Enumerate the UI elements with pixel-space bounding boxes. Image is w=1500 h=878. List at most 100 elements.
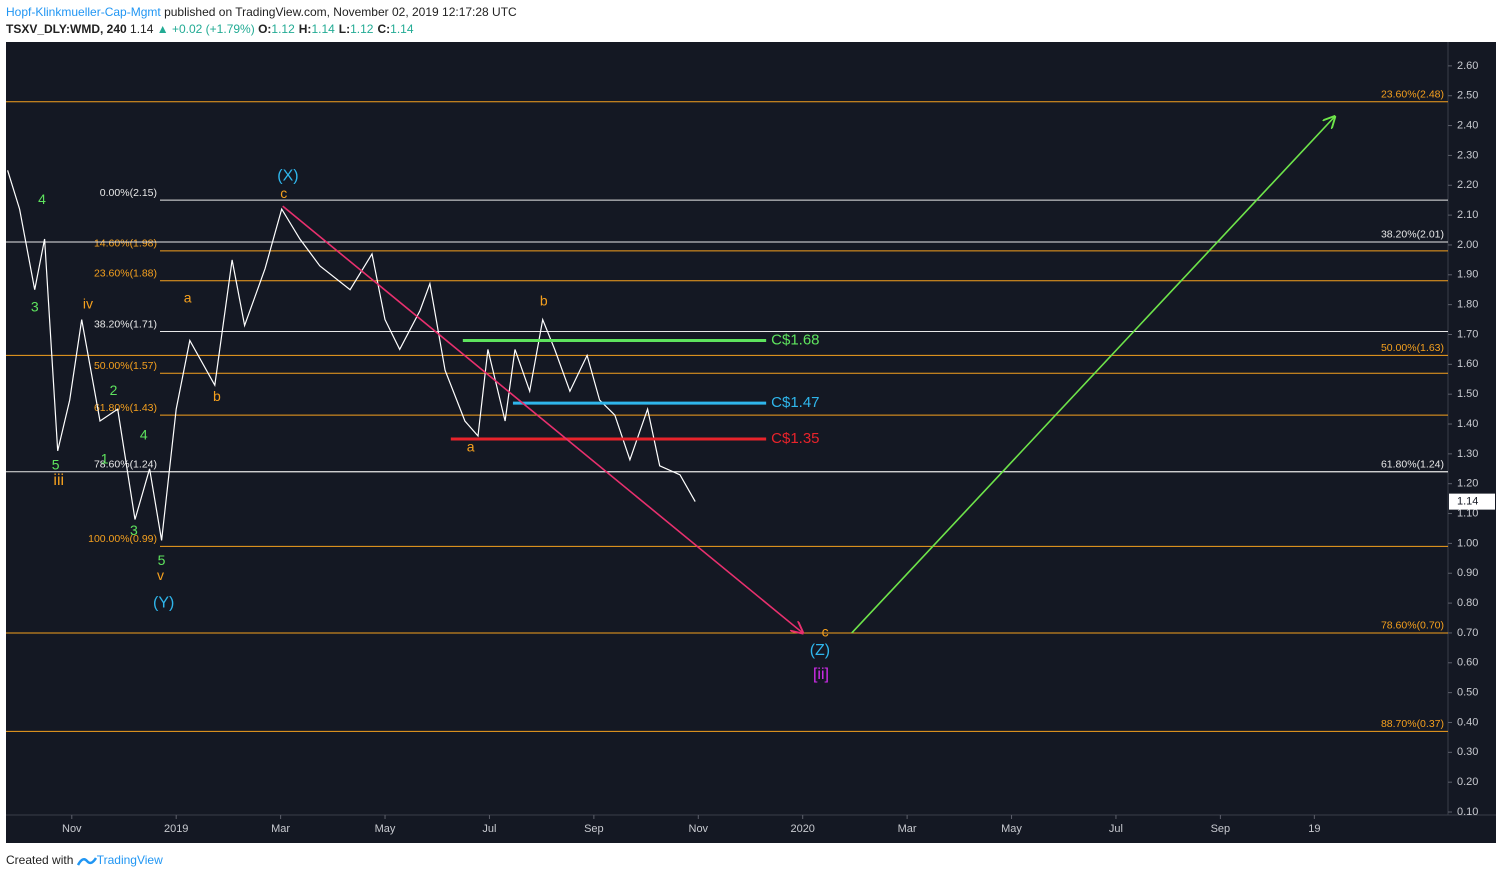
fib-label: 38.20%(2.01) [1381,229,1444,241]
brand[interactable]: TradingView [96,853,163,867]
wave-label: (X) [277,168,298,185]
price-level-label: C$1.35 [771,430,819,447]
y-tick-label: 1.10 [1457,507,1478,519]
price-level-label: C$1.47 [771,394,819,411]
y-tick-label: 0.50 [1457,687,1478,699]
fib-label: 23.60%(1.88) [94,268,157,280]
author[interactable]: Hopf-Klinkmueller-Cap-Mgmt [6,5,161,19]
y-tick-label: 0.10 [1457,806,1478,818]
fib-label: 61.80%(1.24) [1381,459,1444,471]
wave-label: 4 [38,191,46,207]
y-tick-label: 1.20 [1457,478,1478,490]
y-tick-label: 1.50 [1457,388,1478,400]
ohlc-key: O: [258,22,272,36]
fib-label: 0.00%(2.15) [100,187,157,199]
ohlc-value: 1.12 [350,22,374,36]
y-tick-label: 2.20 [1457,179,1478,191]
x-tick-label: Mar [271,823,290,835]
x-tick-label: Sep [1211,823,1231,835]
price-tag-label: 1.14 [1457,496,1478,508]
x-tick-label: Mar [898,823,917,835]
wave-label: 5 [158,552,166,568]
wave-label: iv [83,295,93,311]
ohlc-value: 1.14 [390,22,414,36]
y-tick-label: 1.40 [1457,418,1478,430]
wave-label: 3 [130,522,138,538]
x-tick-label: Sep [584,823,604,835]
ohlc: O:1.12 H:1.14 L:1.12 C:1.14 [258,22,417,36]
wave-label: 2 [110,382,118,398]
wave-label: c [280,185,287,201]
wave-label: 3 [31,298,39,314]
fib-label: 100.00%(0.99) [88,533,157,545]
ohlc-key: L: [338,22,351,36]
y-tick-label: 0.60 [1457,657,1478,669]
price-level-label: C$1.68 [771,331,819,348]
y-tick-label: 0.70 [1457,627,1478,639]
published: published on TradingView.com, November 0… [164,5,517,19]
fib-label: 88.70%(0.37) [1381,718,1444,730]
y-tick-label: 2.10 [1457,209,1478,221]
y-tick-label: 0.40 [1457,716,1478,728]
wave-label: (Y) [153,594,174,611]
y-tick-label: 1.70 [1457,328,1478,340]
wave-label: 4 [140,427,148,443]
x-tick-label: Jul [482,823,496,835]
x-tick-label: May [375,823,396,835]
wave-label: a [184,289,192,305]
x-tick-label: Jul [1109,823,1123,835]
x-tick-label: Nov [689,823,709,835]
x-tick-label: 2020 [790,823,814,835]
arrow [282,205,803,633]
x-tick-label: Nov [62,823,82,835]
x-tick-label: May [1001,823,1022,835]
fib-label: 78.60%(1.24) [94,459,157,471]
created: Created with [6,853,74,867]
symbol: TSXV_DLY:WMD, 240 [6,22,127,36]
x-tick-label: 19 [1308,823,1320,835]
fib-label: 50.00%(1.57) [94,360,157,372]
y-tick-label: 0.90 [1457,567,1478,579]
y-tick-label: 0.30 [1457,746,1478,758]
y-tick-label: 1.30 [1457,448,1478,460]
arrow [851,117,1335,634]
y-tick-label: 2.50 [1457,90,1478,102]
wave-label: b [540,292,548,308]
y-tick-label: 2.00 [1457,239,1478,251]
wave-label: c [822,624,829,640]
ohlc-value: 1.14 [311,22,335,36]
y-tick-label: 2.30 [1457,149,1478,161]
fib-label: 23.60%(2.48) [1381,88,1444,100]
wave-label: 5 [52,457,60,473]
price-tag [1449,493,1495,510]
y-tick-label: 0.20 [1457,776,1478,788]
fib-label: 50.00%(1.63) [1381,342,1444,354]
wave-label: (Z) [810,642,830,659]
y-tick-label: 1.90 [1457,269,1478,281]
logo [76,857,97,866]
header: Hopf-Klinkmueller-Cap-Mgmt published on … [6,5,517,19]
fib-label: 78.60%(0.70) [1381,620,1444,632]
wave-label: iii [53,472,64,489]
y-tick-label: 2.60 [1457,60,1478,72]
fib-label: 38.20%(1.71) [94,318,157,330]
ohlc-key: H: [298,22,312,36]
wave-label: 1 [101,451,109,467]
y-tick-label: 2.40 [1457,119,1478,131]
wave-label: v [157,567,164,583]
y-tick-label: 1.80 [1457,299,1478,311]
chart-background [6,42,1496,843]
fib-label: 61.80%(1.43) [94,402,157,414]
ohlc-key: C: [377,22,391,36]
y-tick-label: 0.80 [1457,597,1478,609]
footer: Created with TradingView [6,853,163,867]
arrow: ▲ [156,22,169,36]
wave-label: b [213,388,221,404]
wave-label: a [467,439,475,455]
last: 1.14 [130,22,154,36]
y-tick-label: 1.00 [1457,537,1478,549]
price-line [7,170,696,541]
ohlc-value: 1.12 [271,22,295,36]
